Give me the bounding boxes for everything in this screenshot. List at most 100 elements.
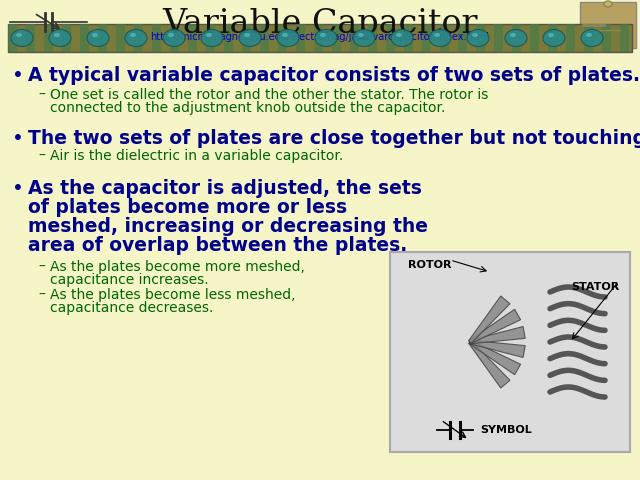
Bar bbox=[548, 24, 557, 52]
Ellipse shape bbox=[11, 29, 33, 47]
Text: •: • bbox=[12, 179, 24, 198]
Text: •: • bbox=[12, 129, 24, 148]
Bar bbox=[368, 24, 377, 52]
Bar bbox=[188, 24, 197, 52]
Ellipse shape bbox=[282, 33, 288, 37]
Text: –: – bbox=[38, 260, 45, 274]
Ellipse shape bbox=[358, 33, 364, 37]
Polygon shape bbox=[468, 296, 510, 343]
Text: Variable Capacitor: Variable Capacitor bbox=[163, 8, 477, 40]
Bar bbox=[206, 24, 215, 52]
Bar bbox=[62, 24, 71, 52]
Ellipse shape bbox=[320, 33, 326, 37]
Bar bbox=[386, 24, 395, 52]
Ellipse shape bbox=[353, 29, 375, 47]
Ellipse shape bbox=[168, 33, 174, 37]
Text: As the plates become less meshed,: As the plates become less meshed, bbox=[50, 288, 296, 302]
Text: capacitance decreases.: capacitance decreases. bbox=[50, 301, 213, 315]
Text: –: – bbox=[38, 149, 45, 163]
Text: One set is called the rotor and the other the stator. The rotor is: One set is called the rotor and the othe… bbox=[50, 88, 488, 102]
Bar bbox=[580, 2, 636, 48]
Text: As the capacitor is adjusted, the sets: As the capacitor is adjusted, the sets bbox=[28, 179, 422, 198]
Text: As the plates become more meshed,: As the plates become more meshed, bbox=[50, 260, 305, 274]
Bar bbox=[350, 24, 359, 52]
Bar bbox=[8, 24, 17, 52]
Bar bbox=[242, 24, 251, 52]
Bar bbox=[390, 252, 630, 452]
Bar bbox=[440, 24, 449, 52]
Text: –: – bbox=[38, 88, 45, 102]
Polygon shape bbox=[468, 341, 510, 388]
Bar bbox=[260, 24, 269, 52]
Bar bbox=[44, 24, 53, 52]
Bar bbox=[314, 24, 323, 52]
Bar bbox=[224, 24, 233, 52]
Bar bbox=[98, 24, 107, 52]
Bar bbox=[458, 24, 467, 52]
Bar bbox=[620, 24, 629, 52]
Text: •: • bbox=[12, 66, 24, 85]
Ellipse shape bbox=[604, 1, 612, 7]
Bar bbox=[278, 24, 287, 52]
Bar bbox=[26, 24, 35, 52]
Bar bbox=[476, 24, 485, 52]
Text: –: – bbox=[38, 288, 45, 302]
Text: area of overlap between the plates.: area of overlap between the plates. bbox=[28, 236, 407, 255]
Bar bbox=[296, 24, 305, 52]
Text: STATOR: STATOR bbox=[572, 282, 620, 292]
Ellipse shape bbox=[586, 33, 592, 37]
Bar bbox=[422, 24, 431, 52]
Ellipse shape bbox=[54, 33, 60, 37]
Ellipse shape bbox=[548, 33, 554, 37]
Bar bbox=[512, 24, 521, 52]
Ellipse shape bbox=[315, 29, 337, 47]
Ellipse shape bbox=[16, 33, 22, 37]
Ellipse shape bbox=[467, 29, 489, 47]
Bar bbox=[80, 24, 89, 52]
Bar bbox=[566, 24, 575, 52]
Bar bbox=[602, 24, 611, 52]
Bar bbox=[530, 24, 539, 52]
Polygon shape bbox=[470, 326, 525, 344]
Bar bbox=[152, 24, 161, 52]
Text: of plates become more or less: of plates become more or less bbox=[28, 198, 347, 217]
Ellipse shape bbox=[244, 33, 250, 37]
Text: connected to the adjustment knob outside the capacitor.: connected to the adjustment knob outside… bbox=[50, 101, 445, 115]
Bar bbox=[584, 24, 593, 52]
Ellipse shape bbox=[396, 33, 402, 37]
Ellipse shape bbox=[130, 33, 136, 37]
Ellipse shape bbox=[87, 29, 109, 47]
Polygon shape bbox=[469, 309, 520, 344]
Polygon shape bbox=[470, 340, 525, 358]
Ellipse shape bbox=[163, 29, 185, 47]
Ellipse shape bbox=[510, 33, 516, 37]
Text: capacitance increases.: capacitance increases. bbox=[50, 273, 209, 287]
Bar bbox=[170, 24, 179, 52]
Ellipse shape bbox=[125, 29, 147, 47]
Ellipse shape bbox=[92, 33, 98, 37]
Text: http://micro.magnet.fsu.edu/electromag/java/varcapacitor/index.html: http://micro.magnet.fsu.edu/electromag/j… bbox=[150, 32, 490, 42]
Bar bbox=[134, 24, 143, 52]
Ellipse shape bbox=[543, 29, 565, 47]
Ellipse shape bbox=[206, 33, 212, 37]
Bar bbox=[116, 24, 125, 52]
Ellipse shape bbox=[505, 29, 527, 47]
Ellipse shape bbox=[581, 29, 603, 47]
Ellipse shape bbox=[49, 29, 71, 47]
Bar bbox=[404, 24, 413, 52]
Ellipse shape bbox=[239, 29, 261, 47]
Bar bbox=[8, 24, 632, 52]
Text: A typical variable capacitor consists of two sets of plates.: A typical variable capacitor consists of… bbox=[28, 66, 640, 85]
Ellipse shape bbox=[277, 29, 299, 47]
Bar bbox=[494, 24, 503, 52]
Ellipse shape bbox=[472, 33, 478, 37]
Polygon shape bbox=[469, 340, 520, 375]
Text: The two sets of plates are close together but not touching.: The two sets of plates are close togethe… bbox=[28, 129, 640, 148]
Text: Air is the dielectric in a variable capacitor.: Air is the dielectric in a variable capa… bbox=[50, 149, 343, 163]
Ellipse shape bbox=[201, 29, 223, 47]
Text: meshed, increasing or decreasing the: meshed, increasing or decreasing the bbox=[28, 217, 428, 236]
Ellipse shape bbox=[429, 29, 451, 47]
Text: SYMBOL: SYMBOL bbox=[480, 425, 532, 435]
Text: ROTOR: ROTOR bbox=[408, 260, 451, 270]
Ellipse shape bbox=[391, 29, 413, 47]
